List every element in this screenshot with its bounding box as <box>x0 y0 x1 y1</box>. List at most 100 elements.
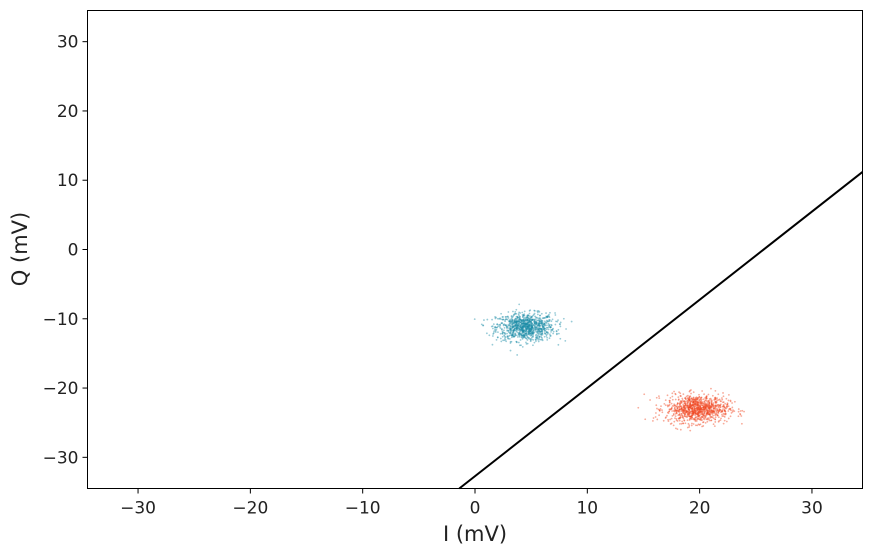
scatter-point-series-1 <box>546 331 548 334</box>
y-tick-label: −10 <box>43 310 79 330</box>
y-tick-label: −30 <box>43 448 79 468</box>
scatter-point-series-2 <box>669 418 671 421</box>
scatter-point-series-1 <box>524 317 527 320</box>
scatter-point-series-2 <box>704 402 707 405</box>
scatter-point-series-1 <box>529 318 532 321</box>
scatter-point-series-1 <box>538 322 541 325</box>
scatter-point-series-1 <box>530 326 533 329</box>
scatter-point-series-1 <box>526 323 529 326</box>
scatter-point-series-2 <box>729 415 732 418</box>
scatter-point-series-1 <box>537 328 540 331</box>
scatter-point-series-1 <box>482 324 484 327</box>
scatter-point-series-2 <box>740 422 743 425</box>
scatter-point-series-2 <box>696 397 699 400</box>
scatter-point-series-2 <box>678 414 681 416</box>
scatter-point-series-1 <box>551 328 554 331</box>
scatter-point-series-2 <box>703 409 705 412</box>
scatter-point-series-2 <box>702 406 705 409</box>
scatter-point-series-1 <box>505 324 507 326</box>
scatter-point-series-2 <box>692 398 695 401</box>
scatter-point-series-1 <box>538 335 541 338</box>
scatter-point-series-1 <box>539 327 542 330</box>
scatter-point-series-2 <box>704 403 707 406</box>
scatter-point-series-2 <box>684 407 686 410</box>
scatter-point-series-2 <box>693 410 696 412</box>
scatter-point-series-2 <box>693 403 696 406</box>
scatter-point-series-1 <box>533 321 536 324</box>
scatter-point-series-1 <box>524 321 527 324</box>
scatter-point-series-2 <box>705 397 708 400</box>
scatter-point-series-1 <box>528 328 531 330</box>
scatter-point-series-1 <box>564 339 567 342</box>
scatter-point-series-2 <box>673 403 676 406</box>
scatter-point-series-2 <box>703 403 706 406</box>
scatter-point-series-1 <box>494 326 497 329</box>
scatter-point-series-2 <box>655 396 658 399</box>
scatter-point-series-2 <box>705 414 707 417</box>
scatter-point-series-1 <box>526 325 529 328</box>
scatter-point-series-2 <box>714 414 717 417</box>
scatter-point-series-2 <box>731 402 733 404</box>
scatter-point-series-2 <box>686 410 689 413</box>
scatter-point-series-2 <box>724 412 727 415</box>
scatter-point-series-2 <box>693 403 696 406</box>
scatter-point-series-2 <box>702 404 705 407</box>
scatter-point-series-2 <box>671 414 674 417</box>
scatter-point-series-2 <box>701 408 704 411</box>
scatter-point-series-1 <box>536 337 539 340</box>
scatter-point-series-1 <box>549 325 552 328</box>
scatter-point-series-1 <box>541 326 544 329</box>
scatter-point-series-1 <box>527 316 529 319</box>
scatter-point-series-2 <box>710 415 713 418</box>
scatter-point-series-1 <box>539 324 542 327</box>
scatter-point-series-1 <box>511 321 513 323</box>
scatter-point-series-2 <box>677 410 679 412</box>
scatter-point-series-1 <box>504 338 507 341</box>
scatter-point-series-1 <box>532 314 534 317</box>
scatter-point-series-1 <box>527 332 530 335</box>
scatter-point-series-2 <box>714 398 716 401</box>
scatter-point-series-2 <box>695 404 698 407</box>
scatter-point-series-2 <box>684 413 686 416</box>
scatter-point-series-1 <box>539 324 541 327</box>
scatter-point-series-1 <box>511 326 514 329</box>
scatter-point-series-2 <box>743 410 745 413</box>
scatter-point-series-1 <box>511 322 514 325</box>
scatter-point-series-1 <box>505 326 508 329</box>
scatter-point-series-2 <box>689 410 692 413</box>
scatter-point-series-2 <box>704 406 707 409</box>
scatter-point-series-1 <box>548 320 551 323</box>
scatter-point-series-2 <box>675 405 678 408</box>
scatter-point-series-1 <box>532 323 535 326</box>
scatter-point-series-1 <box>521 329 524 332</box>
scatter-point-series-2 <box>687 406 690 409</box>
scatter-point-series-2 <box>721 410 724 412</box>
scatter-point-series-2 <box>691 401 694 404</box>
scatter-point-series-1 <box>513 319 516 322</box>
scatter-point-series-2 <box>718 409 721 411</box>
scatter-point-series-1 <box>518 331 521 334</box>
scatter-point-series-1 <box>518 328 521 331</box>
scatter-point-series-1 <box>562 317 565 320</box>
scatter-point-series-1 <box>517 341 520 344</box>
scatter-point-series-1 <box>538 314 541 317</box>
scatter-point-series-1 <box>494 325 497 328</box>
scatter-point-series-2 <box>677 417 680 420</box>
scatter-point-series-1 <box>544 330 547 332</box>
scatter-point-series-2 <box>678 402 681 405</box>
scatter-point-series-1 <box>509 327 512 330</box>
scatter-point-series-2 <box>723 409 726 412</box>
scatter-point-series-1 <box>514 318 516 321</box>
scatter-point-series-2 <box>718 419 721 422</box>
scatter-point-series-1 <box>508 320 511 323</box>
scatter-point-series-1 <box>522 329 524 332</box>
scatter-point-series-1 <box>508 335 511 337</box>
scatter-point-series-1 <box>519 326 522 329</box>
scatter-point-series-1 <box>518 334 521 337</box>
scatter-point-series-2 <box>724 407 727 410</box>
scatter-point-series-1 <box>538 323 541 325</box>
scatter-point-series-2 <box>699 410 702 413</box>
scatter-point-series-2 <box>699 398 702 401</box>
scatter-point-series-1 <box>538 330 541 333</box>
